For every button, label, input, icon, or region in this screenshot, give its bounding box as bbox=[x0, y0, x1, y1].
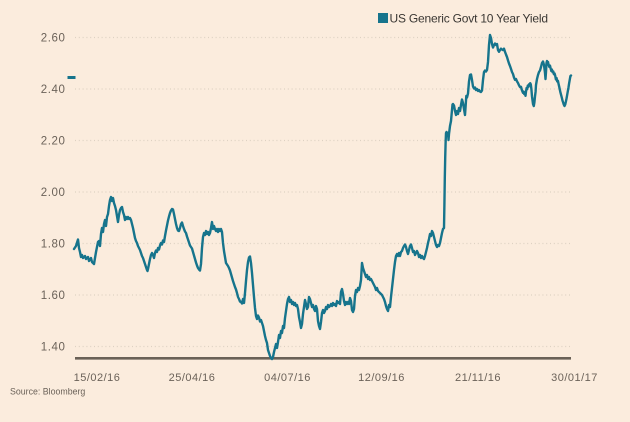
svg-text:25/04/16: 25/04/16 bbox=[169, 372, 216, 384]
svg-text:2.20: 2.20 bbox=[41, 136, 66, 148]
svg-text:15/02/16: 15/02/16 bbox=[74, 372, 121, 384]
svg-text:1.80: 1.80 bbox=[41, 239, 66, 251]
svg-text:12/09/16: 12/09/16 bbox=[358, 372, 405, 384]
svg-text:2.40: 2.40 bbox=[41, 84, 66, 96]
svg-text:2.60: 2.60 bbox=[41, 33, 66, 45]
svg-text:21/11/16: 21/11/16 bbox=[455, 372, 501, 384]
svg-text:1.60: 1.60 bbox=[41, 290, 66, 302]
svg-text:30/01/17: 30/01/17 bbox=[551, 372, 598, 384]
svg-text:1.40: 1.40 bbox=[41, 342, 66, 354]
svg-text:US Generic Govt 10 Year Yield: US Generic Govt 10 Year Yield bbox=[390, 12, 548, 26]
svg-text:Source: Bloomberg: Source: Bloomberg bbox=[10, 387, 85, 397]
svg-text:2.00: 2.00 bbox=[41, 187, 66, 199]
svg-text:04/07/16: 04/07/16 bbox=[264, 372, 311, 384]
